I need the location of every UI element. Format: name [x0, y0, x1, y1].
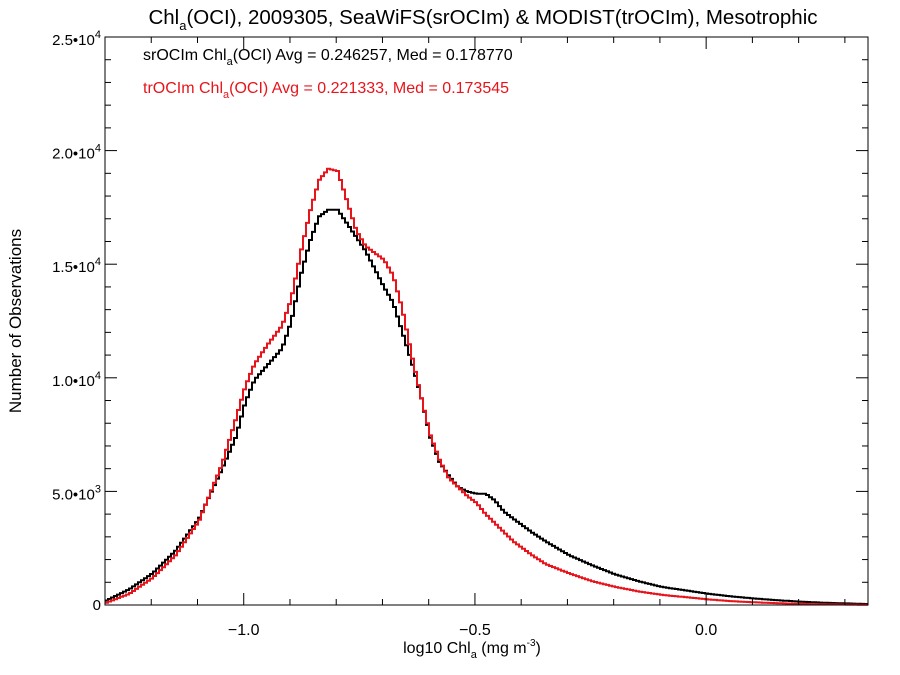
y-axis: 0 5.0•103 1.0•104 1.5•104 2.0•104 2.5•104	[52, 29, 868, 614]
x-axis: −1.0 −0.5 0.0	[104, 37, 846, 639]
x-tick-label: −1.0	[228, 622, 260, 639]
y-tick-label: 2.5•104	[52, 29, 101, 49]
x-tick-label: 0.0	[695, 622, 717, 639]
annotation-troclm: trOCIm Chla(OCI) Avg = 0.221333, Med = 0…	[143, 80, 509, 101]
chart-title: Chla(OCI), 2009305, SeaWiFS(srOCIm) & MO…	[148, 6, 817, 33]
y-tick-label: 2.0•104	[52, 143, 101, 163]
annotation-sroclm: srOCIm Chla(OCI) Avg = 0.246257, Med = 0…	[143, 47, 513, 68]
plot-frame	[104, 36, 869, 606]
y-tick-label: 1.0•104	[52, 370, 101, 390]
x-tick-label: −0.5	[459, 622, 491, 639]
series-line-1	[105, 167, 868, 606]
y-axis-label: Number of Observations	[6, 229, 25, 413]
x-axis-label: log10 Chla (mg m-3)	[403, 638, 541, 661]
series-line-0	[105, 208, 868, 606]
y-tick-label: 5.0•103	[52, 483, 101, 503]
series-layer	[105, 167, 868, 606]
y-tick-label: 1.5•104	[52, 256, 101, 276]
y-tick-label: 0	[93, 597, 101, 614]
